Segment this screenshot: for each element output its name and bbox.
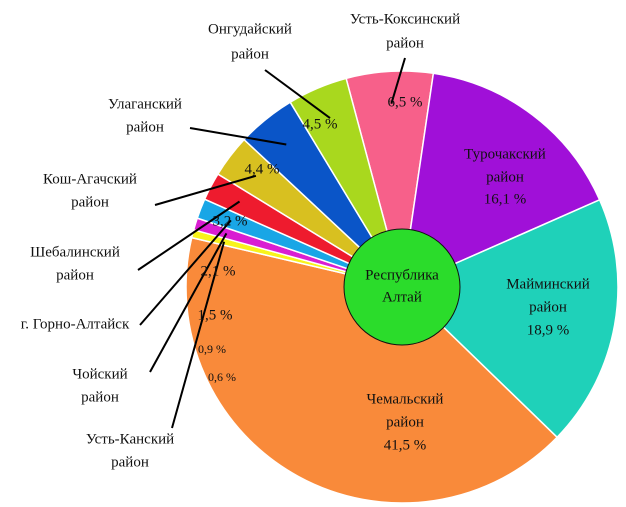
- slice-label: район: [386, 414, 424, 430]
- slice-label: Чойский: [72, 366, 127, 382]
- slice-label: Майминский: [506, 276, 590, 292]
- value-label: 4,4 %: [245, 161, 280, 177]
- value-label: 18,9 %: [527, 322, 570, 338]
- leader-line: [149, 232, 228, 373]
- slice-label: Улаганский: [108, 96, 182, 112]
- pie-slice: [289, 77, 403, 288]
- value-label: 0,6 %: [208, 370, 236, 384]
- center-circle: [343, 228, 461, 346]
- pie-slice: [185, 236, 559, 504]
- value-label: 3,2 %: [213, 213, 248, 229]
- leader-line: [139, 219, 232, 326]
- pie-slice: [401, 72, 601, 289]
- slice-label: район: [111, 454, 149, 470]
- value-label: 16,1 %: [484, 191, 527, 207]
- slice-label: Турочакский: [464, 146, 546, 162]
- slice-label: район: [486, 169, 524, 185]
- value-label: 6,5 %: [388, 94, 423, 110]
- leader-line: [189, 127, 287, 146]
- slice-label: Шебалинский: [30, 244, 120, 260]
- leader-line: [154, 174, 257, 206]
- value-label: 0,9 %: [198, 342, 226, 356]
- slice-label: Кош-Агачский: [43, 171, 137, 187]
- center-label: Алтай: [382, 289, 422, 305]
- pie-slice: [400, 198, 619, 439]
- value-label: 2,1 %: [201, 263, 236, 279]
- leader-line: [171, 241, 226, 429]
- value-label: 1,5 %: [198, 307, 233, 323]
- slice-label: район: [71, 194, 109, 210]
- value-label: 4,5 %: [303, 116, 338, 132]
- slice-label: Усть-Канский: [86, 431, 174, 447]
- value-label: 41,5 %: [384, 437, 427, 453]
- slice-label: район: [81, 389, 119, 405]
- slice-label: район: [529, 299, 567, 315]
- slice-label: Усть-Коксинский: [350, 11, 460, 27]
- slice-label: район: [231, 46, 269, 62]
- slice-label: район: [386, 35, 424, 51]
- slice-label: г. Горно-Алтайск: [21, 316, 130, 332]
- leader-line: [390, 57, 406, 104]
- slice-label: Онгудайский: [208, 21, 292, 37]
- slice-label: район: [56, 267, 94, 283]
- leader-line: [264, 69, 331, 119]
- slice-label: район: [126, 119, 164, 135]
- leader-line: [137, 200, 241, 271]
- center-label: Республика: [365, 267, 439, 283]
- slice-label: Чемальский: [367, 391, 444, 407]
